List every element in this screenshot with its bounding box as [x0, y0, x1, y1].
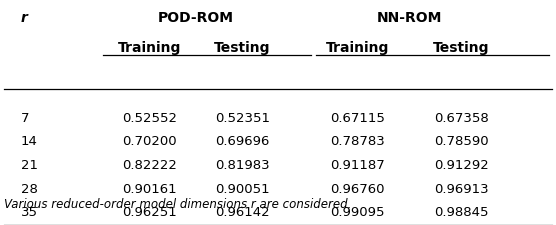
Text: 0.78590: 0.78590	[434, 135, 489, 148]
Text: 0.67358: 0.67358	[434, 111, 489, 124]
Text: 0.52552: 0.52552	[122, 111, 177, 124]
Text: 0.78783: 0.78783	[330, 135, 385, 148]
Text: 0.90051: 0.90051	[215, 182, 270, 195]
Text: 0.52351: 0.52351	[215, 111, 270, 124]
Text: 0.96760: 0.96760	[330, 182, 385, 195]
Text: 0.96251: 0.96251	[122, 205, 177, 218]
Text: 14: 14	[21, 135, 37, 148]
Text: 0.82222: 0.82222	[122, 158, 177, 171]
Text: Training: Training	[326, 40, 389, 54]
Text: 0.69696: 0.69696	[215, 135, 270, 148]
Text: 0.91292: 0.91292	[434, 158, 489, 171]
Text: r: r	[21, 11, 27, 25]
Text: 0.98845: 0.98845	[434, 205, 489, 218]
Text: 7: 7	[21, 111, 29, 124]
Text: NN-ROM: NN-ROM	[377, 11, 442, 25]
Text: Testing: Testing	[214, 40, 271, 54]
Text: 0.67115: 0.67115	[330, 111, 385, 124]
Text: 0.70200: 0.70200	[122, 135, 177, 148]
Text: 0.81983: 0.81983	[215, 158, 270, 171]
Text: POD-ROM: POD-ROM	[158, 11, 234, 25]
Text: 0.96913: 0.96913	[434, 182, 489, 195]
Text: 28: 28	[21, 182, 37, 195]
Text: 0.99095: 0.99095	[330, 205, 385, 218]
Text: Testing: Testing	[433, 40, 490, 54]
Text: 35: 35	[21, 205, 38, 218]
Text: 21: 21	[21, 158, 38, 171]
Text: 0.90161: 0.90161	[122, 182, 177, 195]
Text: 0.91187: 0.91187	[330, 158, 385, 171]
Text: 0.96142: 0.96142	[215, 205, 270, 218]
Text: Training: Training	[118, 40, 181, 54]
Text: Various reduced-order model dimensions r are considered.: Various reduced-order model dimensions r…	[4, 197, 351, 210]
